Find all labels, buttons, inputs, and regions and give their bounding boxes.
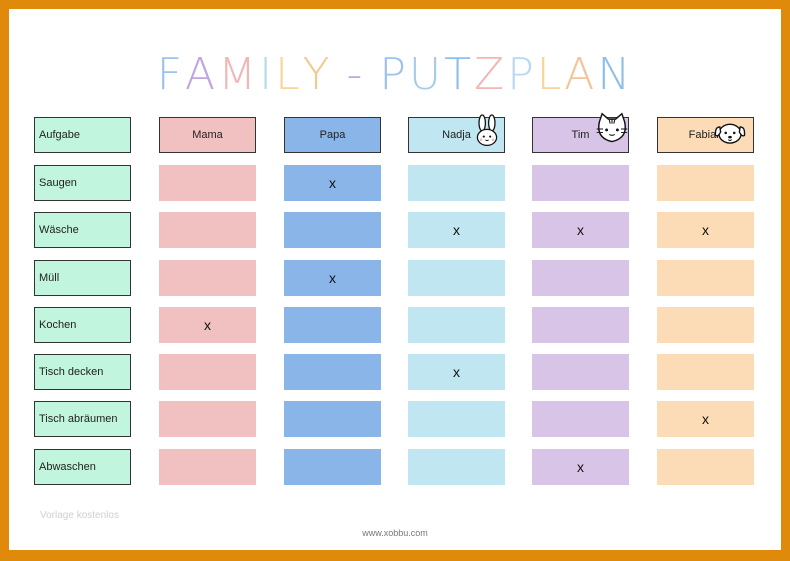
title-letter: Y: [302, 49, 333, 100]
assignment-cell[interactable]: [284, 307, 381, 343]
task-label: Kochen: [34, 307, 131, 343]
assignment-cell[interactable]: [159, 354, 256, 390]
assignment-cell[interactable]: [159, 401, 256, 437]
assignment-cell[interactable]: [532, 260, 629, 296]
assignment-cell[interactable]: [657, 449, 754, 485]
task-label: Tisch decken: [34, 354, 131, 390]
assignment-cell[interactable]: [657, 165, 754, 201]
assignment-cell[interactable]: x: [284, 165, 381, 201]
header-task-label: Aufgabe: [34, 117, 131, 153]
task-label: Wäsche: [34, 212, 131, 248]
assignment-cell[interactable]: [408, 165, 505, 201]
assignment-cell[interactable]: x: [532, 212, 629, 248]
bunny-icon: [476, 114, 498, 147]
title-letter: F: [156, 49, 186, 100]
assignment-cell[interactable]: [284, 212, 381, 248]
assignment-cell[interactable]: [408, 449, 505, 485]
title-letter: I: [259, 49, 276, 100]
task-label: Saugen: [34, 165, 131, 201]
title-letter: A: [185, 49, 219, 100]
assignment-cell[interactable]: x: [284, 260, 381, 296]
title-letter: -: [346, 49, 366, 100]
assignment-cell[interactable]: [657, 260, 754, 296]
title-letter: T: [444, 49, 475, 100]
assignment-cell[interactable]: x: [159, 307, 256, 343]
assignment-cell[interactable]: [284, 354, 381, 390]
assignment-cell[interactable]: [657, 307, 754, 343]
assignment-cell[interactable]: [408, 260, 505, 296]
assignment-cell[interactable]: [284, 401, 381, 437]
assignment-cell[interactable]: [657, 354, 754, 390]
header-person-papa: Papa: [284, 117, 381, 153]
assignment-cell[interactable]: [532, 401, 629, 437]
task-label: Abwaschen: [34, 449, 131, 485]
assignment-cell[interactable]: x: [657, 212, 754, 248]
assignment-cell[interactable]: x: [408, 212, 505, 248]
page-title: FAMILY - PUTZPLAN: [9, 49, 781, 100]
task-label: Müll: [34, 260, 131, 296]
title-letter: P: [507, 49, 537, 100]
watermark: Vorlage kostenlos: [40, 510, 119, 521]
title-letter: L: [536, 49, 565, 100]
title-letter: P: [379, 49, 409, 100]
task-label: Tisch abräumen: [34, 401, 131, 437]
assignment-cell[interactable]: [532, 354, 629, 390]
title-letter: M: [218, 49, 260, 100]
title-letter: A: [564, 49, 598, 100]
plan-sheet: FAMILY - PUTZPLAN Aufgabe Mama Papa Nadja Ti…: [9, 9, 781, 550]
footer-url: www.xobbu.com: [362, 528, 428, 538]
title-letter: L: [275, 49, 303, 100]
assignment-cell[interactable]: x: [408, 354, 505, 390]
dog-icon: [714, 123, 746, 144]
assignment-cell[interactable]: [159, 212, 256, 248]
assignment-cell[interactable]: x: [657, 401, 754, 437]
title-letter: U: [408, 49, 445, 100]
title-letter: N: [597, 49, 634, 100]
assignment-cell[interactable]: [532, 307, 629, 343]
assignment-cell[interactable]: [159, 260, 256, 296]
assignment-cell[interactable]: [159, 165, 256, 201]
cat-icon: [596, 112, 628, 143]
assignment-cell[interactable]: [284, 449, 381, 485]
assignment-cell[interactable]: x: [532, 449, 629, 485]
title-letter: Z: [474, 49, 508, 100]
header-person-mama: Mama: [159, 117, 256, 153]
assignment-cell[interactable]: [532, 165, 629, 201]
assignment-cell[interactable]: [159, 449, 256, 485]
assignment-cell[interactable]: [408, 401, 505, 437]
assignment-cell[interactable]: [408, 307, 505, 343]
